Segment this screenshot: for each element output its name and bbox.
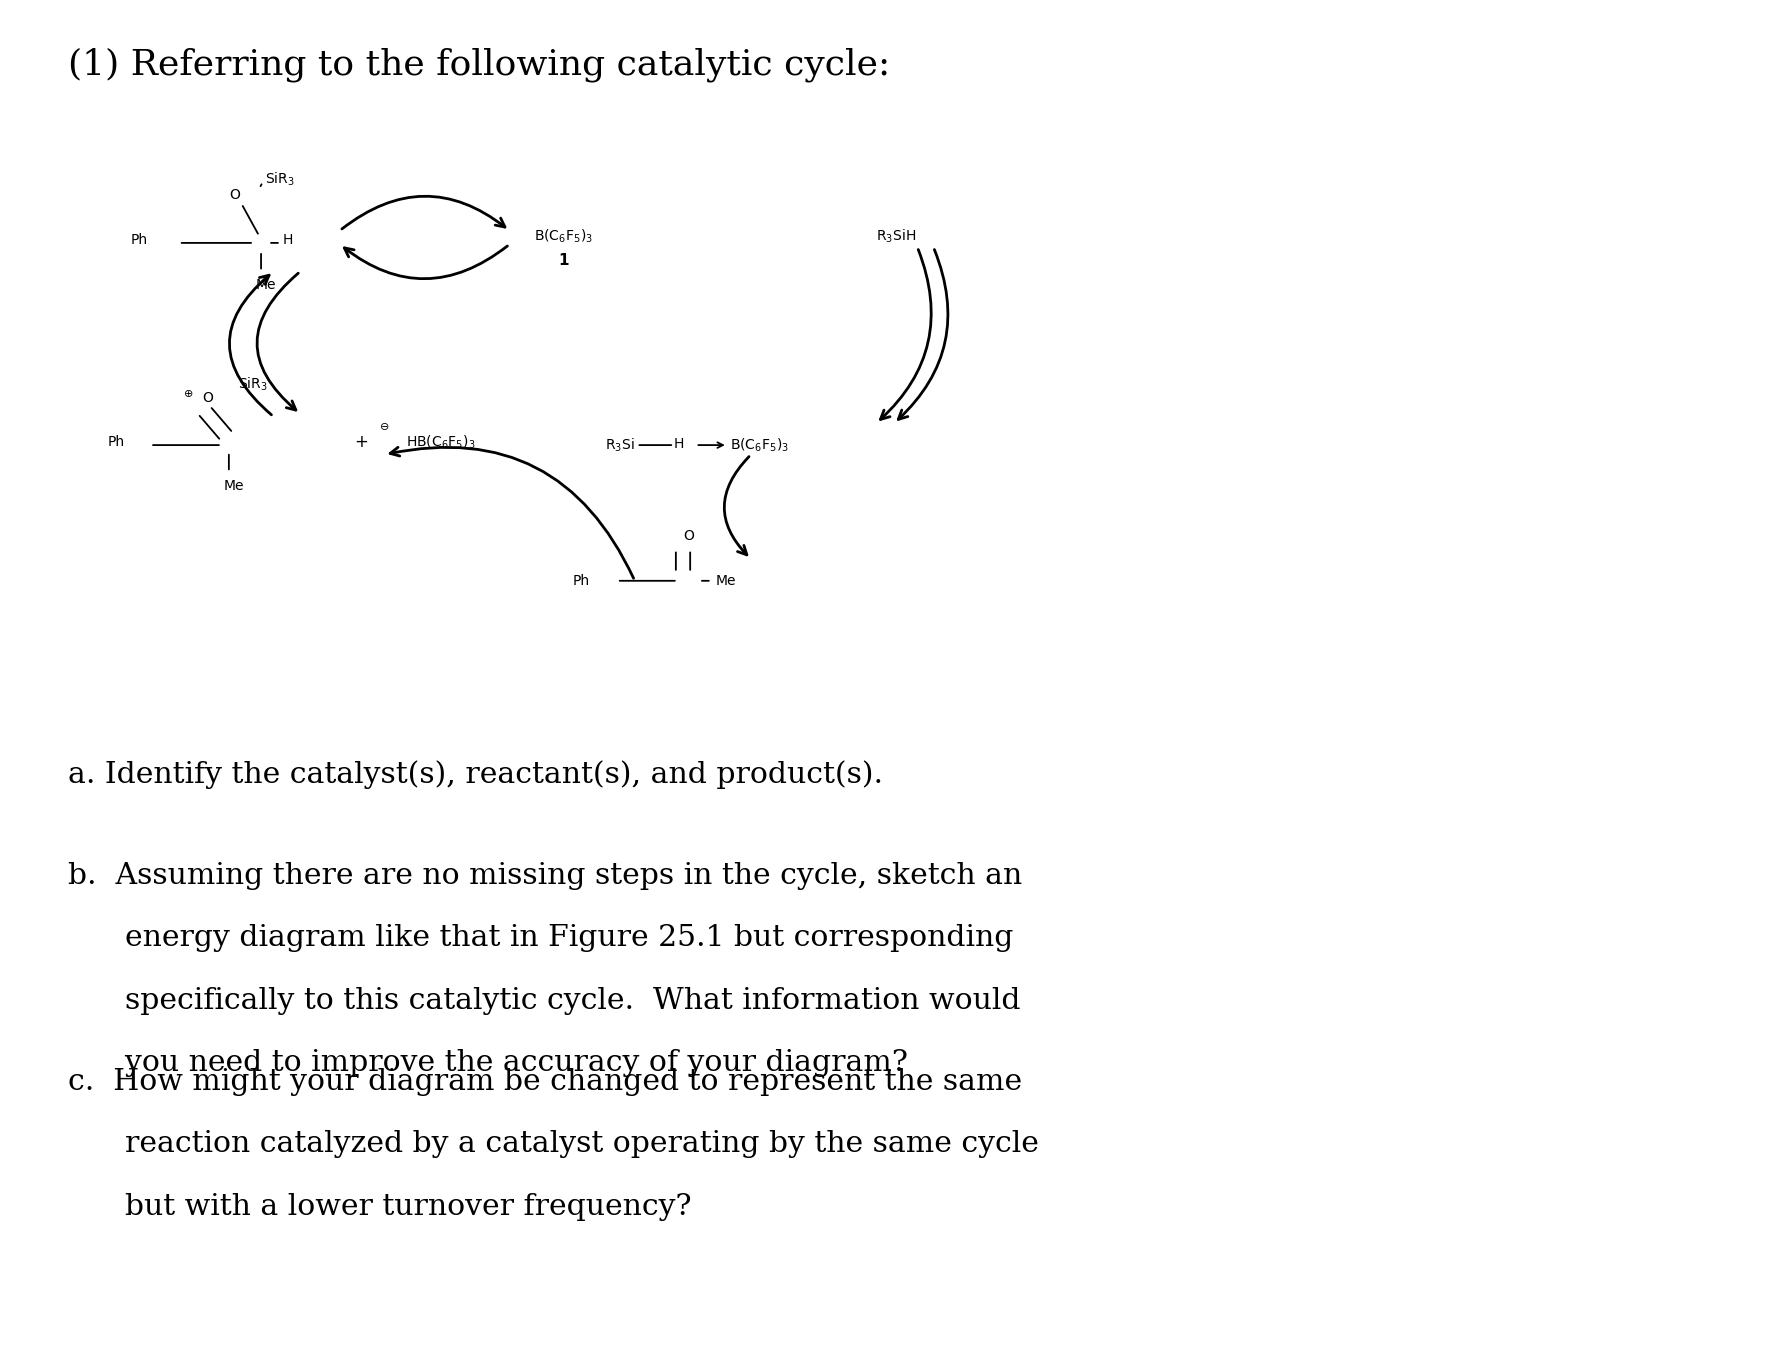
Text: energy diagram like that in Figure 25.1 but corresponding: energy diagram like that in Figure 25.1 …: [68, 924, 1014, 953]
Text: SiR$_3$: SiR$_3$: [265, 171, 295, 187]
Text: a. Identify the catalyst(s), reactant(s), and product(s).: a. Identify the catalyst(s), reactant(s)…: [68, 760, 883, 788]
Text: B(C$_6$F$_5$)$_3$: B(C$_6$F$_5$)$_3$: [730, 437, 789, 453]
Text: HB(C$_6$F$_5$)$_3$: HB(C$_6$F$_5$)$_3$: [406, 434, 476, 451]
Text: $\ominus$: $\ominus$: [379, 421, 390, 432]
Text: specifically to this catalytic cycle.  What information would: specifically to this catalytic cycle. Wh…: [68, 987, 1021, 1015]
Text: R$_3$SiH: R$_3$SiH: [876, 228, 915, 244]
Text: Ph: Ph: [131, 233, 148, 247]
Text: H: H: [283, 233, 293, 247]
Text: O: O: [229, 189, 240, 202]
Text: R$_3$Si: R$_3$Si: [604, 437, 635, 453]
Text: b.  Assuming there are no missing steps in the cycle, sketch an: b. Assuming there are no missing steps i…: [68, 862, 1023, 890]
Text: but with a lower turnover frequency?: but with a lower turnover frequency?: [68, 1193, 692, 1221]
Text: Ph: Ph: [107, 436, 125, 449]
Text: Me: Me: [224, 479, 243, 493]
Text: c.  How might your diagram be changed to represent the same: c. How might your diagram be changed to …: [68, 1068, 1023, 1096]
Text: you need to improve the accuracy of your diagram?: you need to improve the accuracy of your…: [68, 1049, 908, 1077]
Text: Ph: Ph: [572, 574, 590, 588]
Text: Me: Me: [256, 278, 275, 292]
Text: B(C$_6$F$_5$)$_3$: B(C$_6$F$_5$)$_3$: [535, 228, 592, 244]
Text: reaction catalyzed by a catalyst operating by the same cycle: reaction catalyzed by a catalyst operati…: [68, 1130, 1039, 1159]
Text: O: O: [202, 391, 213, 404]
Text: +: +: [354, 433, 368, 452]
Text: (1) Referring to the following catalytic cycle:: (1) Referring to the following catalytic…: [68, 47, 890, 81]
Text: H: H: [674, 437, 685, 451]
Text: 1: 1: [558, 252, 569, 269]
Text: $\oplus$: $\oplus$: [182, 388, 193, 399]
Text: SiR$_3$: SiR$_3$: [238, 376, 268, 392]
Text: Me: Me: [715, 574, 735, 588]
Text: O: O: [683, 529, 694, 543]
